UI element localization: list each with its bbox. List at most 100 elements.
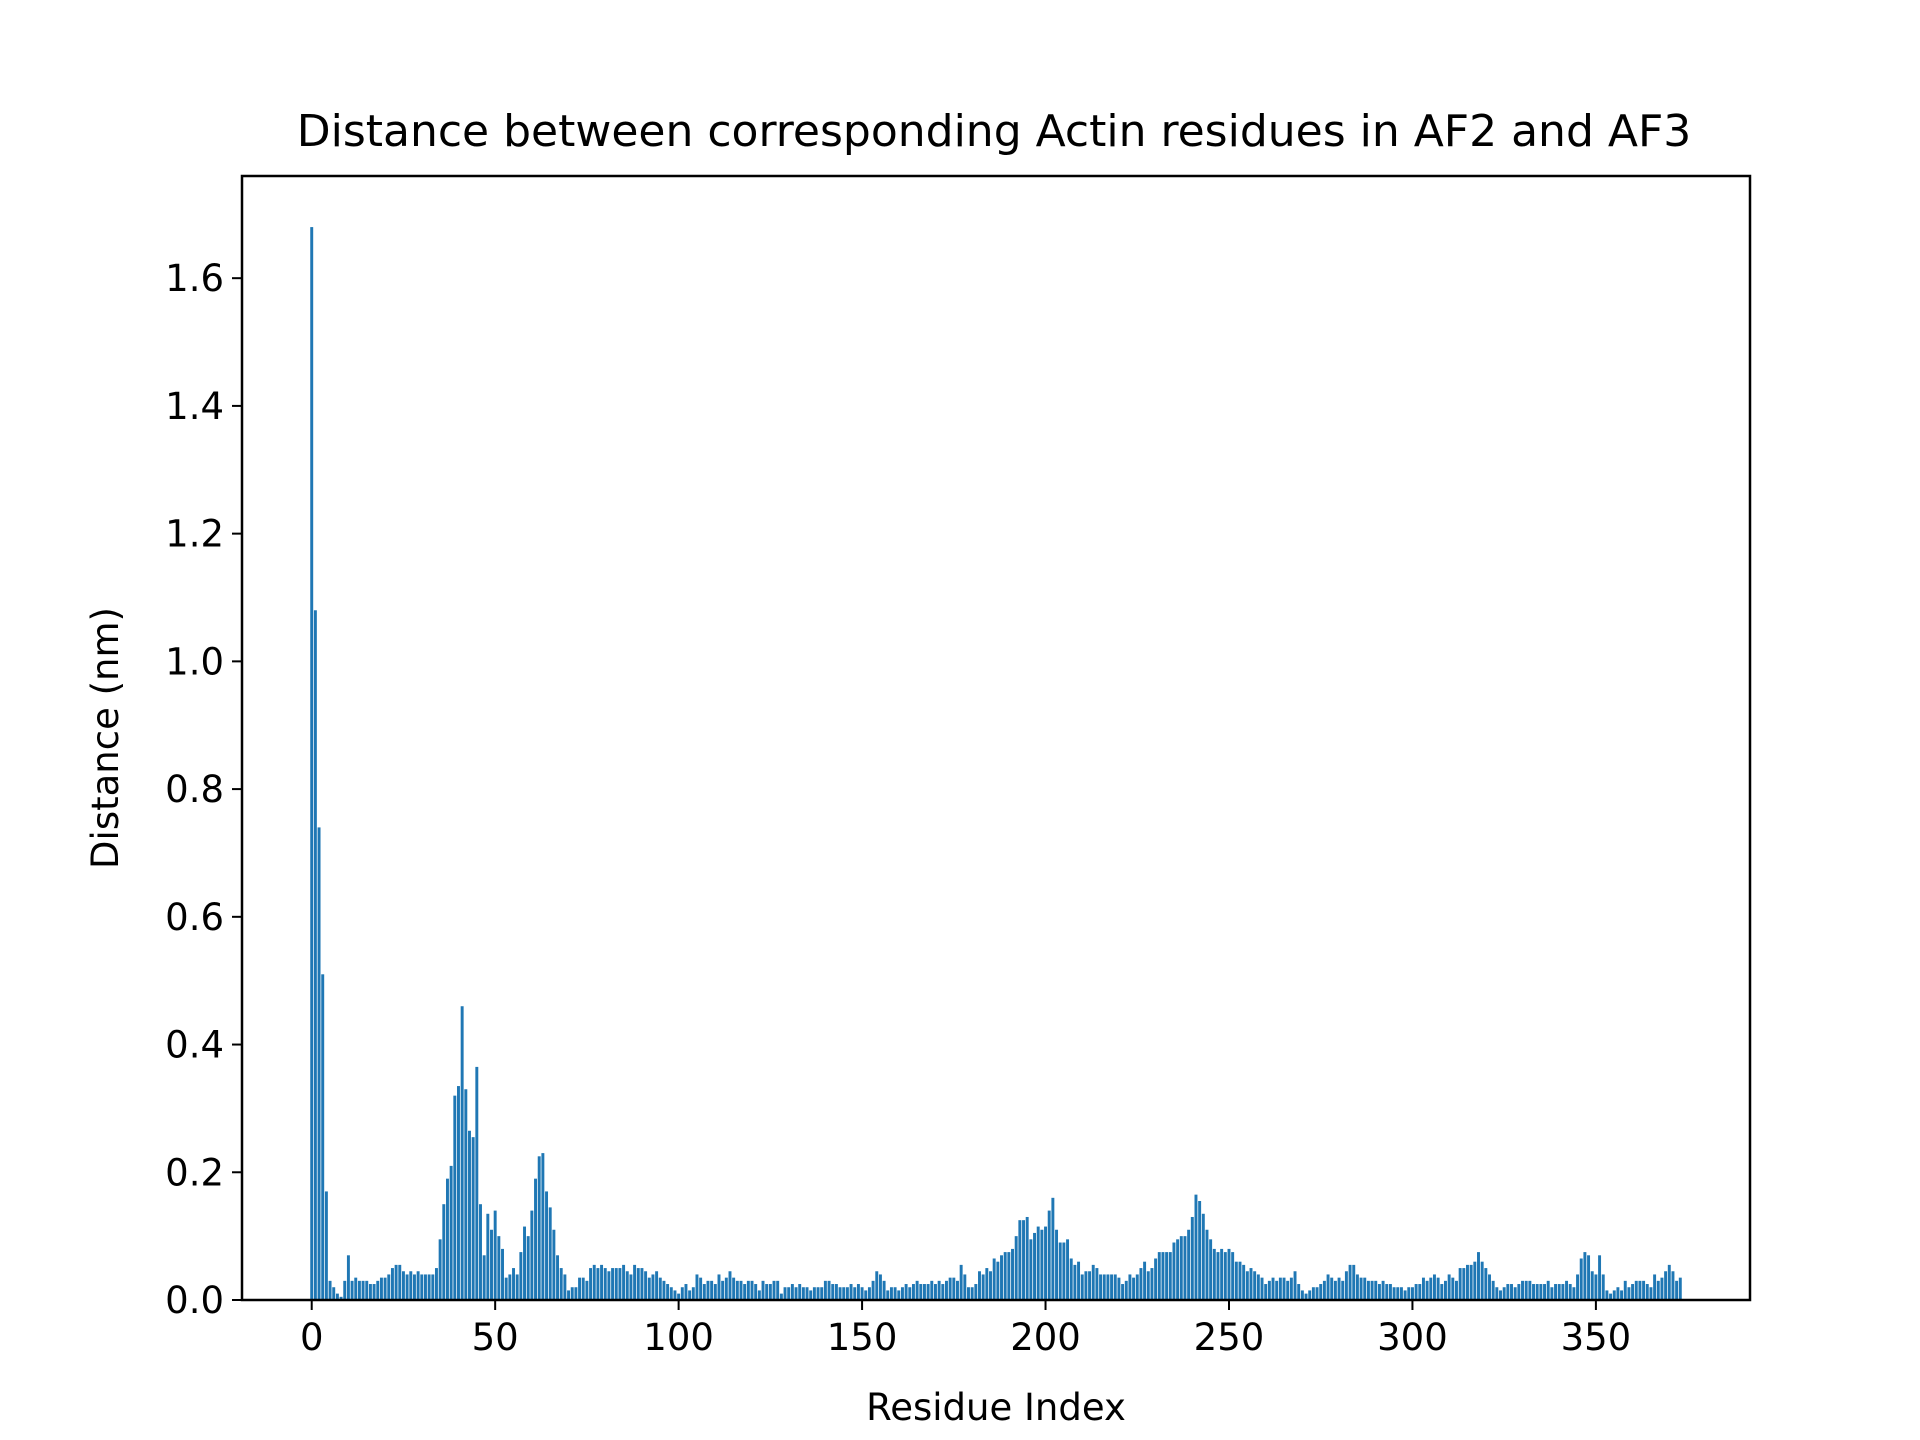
bar-residue-194	[1022, 1220, 1025, 1300]
bar-residue-58	[523, 1226, 526, 1300]
bar-residue-366	[1653, 1274, 1657, 1300]
x-tick-label: 0	[300, 1316, 324, 1359]
bar-residue-85	[622, 1264, 626, 1301]
bar-residue-227	[1143, 1261, 1147, 1300]
bar-residue-204	[1058, 1242, 1062, 1300]
bar-residue-230	[1154, 1258, 1158, 1300]
bar-residue-249	[1223, 1252, 1227, 1300]
bar-residue-252	[1234, 1261, 1238, 1300]
bar-residue-331	[1524, 1280, 1528, 1300]
bar-residue-298	[1403, 1290, 1407, 1300]
bar-residue-27	[409, 1271, 413, 1300]
bar-residue-253	[1238, 1261, 1242, 1300]
bar-residue-323	[1495, 1287, 1499, 1300]
bar-residue-197	[1033, 1232, 1036, 1300]
y-tick-label: 1.0	[165, 640, 224, 683]
bar-residue-341	[1561, 1284, 1565, 1300]
bar-residue-12	[354, 1277, 358, 1300]
bar-residue-209	[1077, 1261, 1081, 1300]
bar-residue-72	[574, 1287, 578, 1300]
bar-residue-355	[1612, 1290, 1616, 1300]
bar-residue-343	[1568, 1284, 1572, 1300]
bar-residue-353	[1605, 1290, 1609, 1300]
bar-residue-370	[1667, 1264, 1671, 1301]
bar-residue-129	[783, 1287, 787, 1300]
bar-residue-78	[596, 1268, 600, 1300]
bar-residue-33	[431, 1274, 435, 1300]
bar-residue-261	[1267, 1280, 1271, 1300]
bar-residue-237	[1179, 1236, 1183, 1300]
bar-residue-295	[1392, 1287, 1396, 1300]
bar-residue-337	[1546, 1280, 1550, 1300]
bar-residue-79	[600, 1264, 604, 1301]
bar-residue-119	[746, 1280, 750, 1300]
bar-residue-270	[1300, 1290, 1304, 1300]
bar-residue-367	[1656, 1280, 1660, 1300]
bar-residue-141	[827, 1280, 831, 1300]
bar-residue-139	[820, 1287, 824, 1300]
bar-residue-97	[666, 1284, 670, 1300]
bar-residue-216	[1102, 1274, 1106, 1300]
bar-residue-186	[992, 1258, 996, 1300]
bar-residue-319	[1480, 1261, 1484, 1300]
bar-residue-134	[801, 1287, 805, 1300]
bar-residue-132	[794, 1287, 798, 1300]
bar-residue-226	[1139, 1268, 1143, 1300]
bar-residue-122	[757, 1290, 761, 1300]
bar-residue-80	[603, 1268, 607, 1300]
bar-residue-338	[1550, 1287, 1554, 1300]
bar-residue-77	[592, 1264, 596, 1301]
bar-residue-161	[900, 1287, 904, 1300]
bar-residue-44	[471, 1137, 475, 1300]
y-tick-label: 1.4	[165, 385, 224, 428]
bar-residue-133	[798, 1284, 802, 1300]
bar-residue-170	[933, 1284, 937, 1300]
plot-frame	[240, 174, 1752, 1302]
bar-residue-28	[412, 1274, 416, 1300]
bar-residue-64	[545, 1191, 549, 1300]
bar-residue-92	[647, 1277, 651, 1300]
bar-residue-125	[768, 1284, 772, 1300]
bar-residue-193	[1018, 1220, 1022, 1300]
bar-residue-50	[493, 1210, 497, 1300]
bar-residue-212	[1088, 1271, 1092, 1300]
bar-residue-260	[1264, 1284, 1268, 1300]
bar-residue-147	[849, 1284, 853, 1300]
bar-residue-9	[343, 1280, 347, 1300]
bar-residue-120	[750, 1280, 754, 1300]
bar-residue-242	[1198, 1201, 1202, 1300]
bar-residue-17	[372, 1284, 376, 1300]
bar-residue-53	[504, 1277, 508, 1300]
bar-residue-11	[350, 1280, 354, 1300]
bar-residue-178	[963, 1274, 967, 1300]
bar-residue-185	[989, 1271, 992, 1300]
bar-residue-225	[1135, 1274, 1139, 1300]
bar-residue-308	[1440, 1284, 1444, 1300]
bar-residue-104	[691, 1287, 695, 1300]
bar-residue-13	[357, 1280, 361, 1300]
bar-residue-195	[1025, 1216, 1029, 1300]
bar-residue-54	[508, 1274, 512, 1300]
bar-residue-191	[1011, 1248, 1014, 1300]
bar-residue-305	[1429, 1277, 1433, 1300]
bar-residue-290	[1374, 1280, 1378, 1300]
bar-residue-360	[1631, 1284, 1635, 1300]
bar-residue-144	[838, 1287, 842, 1300]
bar-residue-6	[332, 1287, 336, 1300]
bar-residue-82	[611, 1268, 615, 1300]
bar-residue-88	[633, 1264, 637, 1301]
bar-residue-334	[1535, 1284, 1539, 1300]
bar-residue-106	[699, 1277, 703, 1300]
bar-residue-101	[680, 1287, 684, 1300]
bar-residue-296	[1396, 1287, 1400, 1300]
bar-residue-128	[779, 1293, 783, 1300]
bar-residue-94	[655, 1271, 659, 1300]
bar-residue-274	[1315, 1287, 1319, 1300]
x-tick-label: 350	[1561, 1316, 1632, 1359]
bar-residue-63	[541, 1153, 545, 1300]
bar-residue-180	[970, 1287, 974, 1300]
bar-residue-87	[629, 1274, 633, 1300]
bar-residue-324	[1499, 1290, 1502, 1300]
bar-residue-291	[1377, 1284, 1381, 1300]
